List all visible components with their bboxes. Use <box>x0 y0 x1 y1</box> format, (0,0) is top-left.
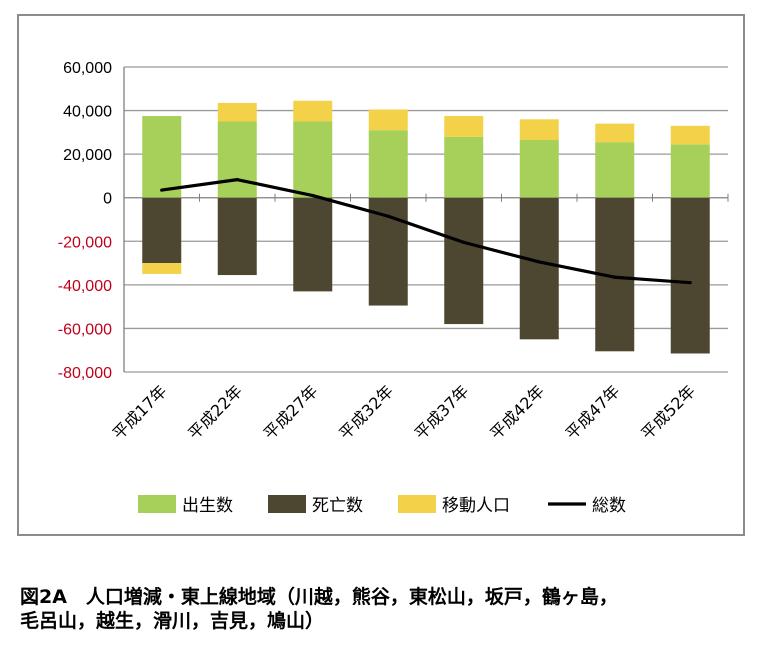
y-tick-label: 20,000 <box>63 147 112 164</box>
x-tick-label: 平成32年 <box>335 381 397 443</box>
total-point <box>537 260 541 264</box>
x-tick-label: 平成47年 <box>562 381 624 443</box>
total-point <box>386 214 390 218</box>
bar-births <box>293 121 333 198</box>
bar-births <box>142 116 182 198</box>
y-tick-label: 40,000 <box>63 104 112 121</box>
total-point <box>462 240 466 244</box>
caption-line-2: 毛呂山，越生，滑川，吉見，鳩山） <box>20 610 325 632</box>
bar-births <box>444 136 484 198</box>
bar-deaths <box>670 197 710 354</box>
x-tick-label: 平成52年 <box>637 381 699 443</box>
total-point <box>160 188 164 192</box>
caption-line-1: 図2A 人口増減・東上線地域（川越，熊谷，東松山，坂戸，鶴ヶ島， <box>20 586 618 608</box>
legend-swatch <box>268 495 306 513</box>
y-tick-label: -80,000 <box>58 365 112 382</box>
bar-migration <box>368 109 408 131</box>
legend-label: 総数 <box>592 496 626 516</box>
y-tick-label: -60,000 <box>58 321 112 338</box>
x-tick-label: 平成22年 <box>184 381 246 443</box>
bar-births <box>217 121 257 198</box>
y-tick-label: 60,000 <box>63 60 112 77</box>
legend-label: 死亡数 <box>312 496 363 516</box>
legend-swatch <box>398 495 436 513</box>
figure-caption: 図2A 人口増減・東上線地域（川越，熊谷，東松山，坂戸，鶴ヶ島， 毛呂山，越生，… <box>20 585 750 633</box>
total-point <box>688 281 692 285</box>
x-tick-label: 平成17年 <box>109 381 171 443</box>
bar-deaths <box>519 197 559 340</box>
bar-births <box>368 130 408 198</box>
bar-deaths <box>444 197 484 325</box>
total-line <box>161 178 691 285</box>
y-tick-label: -40,000 <box>58 278 112 295</box>
total-point <box>235 178 239 182</box>
total-point <box>311 193 315 198</box>
bar-deaths <box>217 197 257 276</box>
bar-migration <box>293 100 333 122</box>
total-point <box>613 275 617 279</box>
bar-migration <box>595 123 635 143</box>
bar-births <box>670 144 710 198</box>
legend-label: 移動人口 <box>442 496 510 516</box>
x-tick-label: 平成37年 <box>411 381 473 443</box>
legend-swatch <box>138 495 176 513</box>
bar-migration <box>519 119 559 140</box>
bar-deaths <box>293 197 333 292</box>
y-tick-label: 0 <box>103 191 112 208</box>
bar-deaths <box>142 197 182 264</box>
bar-migration <box>670 125 710 145</box>
x-tick-label: 平成42年 <box>486 381 548 443</box>
bar-migration <box>444 116 484 137</box>
legend-label: 出生数 <box>182 496 233 516</box>
bar-births <box>595 142 635 198</box>
y-tick-label: -20,000 <box>58 234 112 251</box>
bar-migration <box>142 263 182 274</box>
bar-migration <box>217 102 257 122</box>
x-tick-label: 平成27年 <box>260 381 322 443</box>
bar-births <box>519 139 559 198</box>
